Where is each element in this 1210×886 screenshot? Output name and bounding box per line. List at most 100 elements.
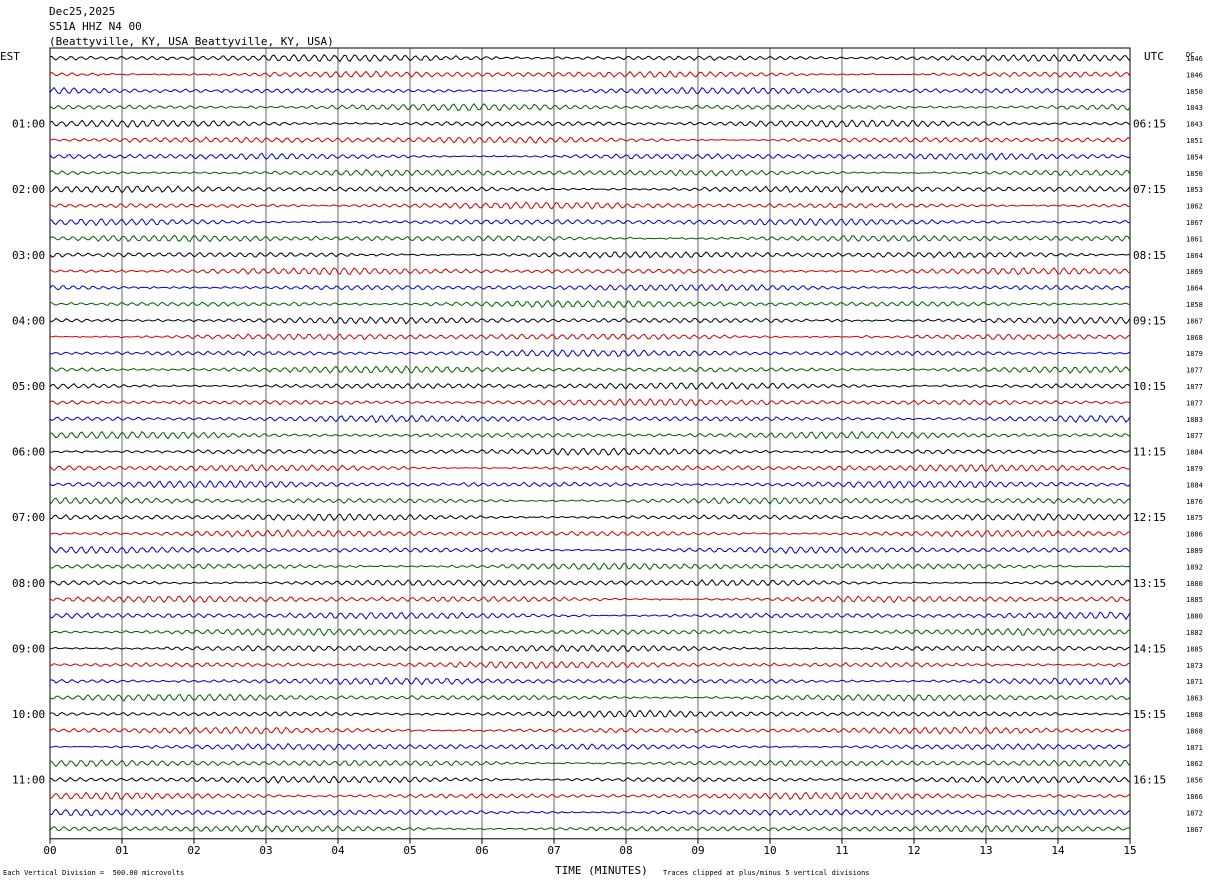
left-hour-label: 08:00 [12,577,45,590]
seismic-trace [49,611,1131,621]
seismic-trace [49,791,1131,801]
seismic-trace [49,283,1131,292]
left-hour-label: 02:00 [12,183,45,196]
dc-offset-label: 1885 [1186,645,1203,653]
seismic-trace [49,333,1131,341]
dc-offset-label: 1879 [1186,350,1203,358]
x-tick-label: 02 [187,844,200,857]
right-hour-label: 09:15 [1133,314,1166,327]
dc-offset-label: 1853 [1186,186,1203,194]
seismic-trace [49,251,1131,259]
dc-offset-label: 1850 [1186,88,1203,96]
seismic-trace [49,365,1131,374]
dc-offset-label: 1868 [1186,727,1203,735]
dc-offset-label: 1843 [1186,121,1203,129]
dc-offset-label: 1885 [1186,596,1203,604]
left-hour-label: 01:00 [12,118,45,131]
x-tick-label: 13 [979,844,992,857]
seismic-trace [49,512,1131,522]
dc-offset-label: 1882 [1186,629,1203,637]
dc-offset-label: 1867 [1186,317,1203,325]
seismic-trace [49,119,1131,128]
axis-labels: 00 01 02 03 04 05 06 07 08 09 10 11 12 13 14 15 1846 1846… [12,55,1203,857]
dc-offset-label: 1862 [1186,760,1203,768]
seismic-trace [49,463,1131,473]
dc-offset-label: 1868 [1186,334,1203,342]
seismic-trace [49,266,1131,276]
dc-offset-label: 1862 [1186,203,1203,211]
seismic-trace [49,53,1131,63]
seismic-trace [49,742,1131,751]
seismic-trace [49,349,1131,358]
seismic-trace [49,430,1131,440]
dc-offset-label: 1877 [1186,399,1203,407]
dc-offset-label: 1875 [1186,514,1203,522]
seismic-trace [49,103,1131,112]
seismic-trace [49,693,1131,702]
x-tick-label: 11 [835,844,848,857]
right-timezone-label: UTC [1144,50,1164,63]
seismic-trace [49,234,1131,243]
seismic-trace [49,529,1131,538]
x-tick-label: 12 [907,844,920,857]
right-hour-label: 16:15 [1133,774,1166,787]
dc-offset-label: 1872 [1186,809,1203,817]
seismic-trace [49,135,1131,144]
dc-offset-label: 1867 [1186,219,1203,227]
seismic-trace [49,381,1131,391]
dc-offset-label: 1873 [1186,662,1203,670]
dc-offset-label: 1856 [1186,777,1203,785]
seismic-trace [49,709,1131,719]
left-hour-label: 05:00 [12,380,45,393]
dc-offset-label: 1883 [1186,416,1203,424]
dc-offset-label: 1876 [1186,498,1203,506]
dc-offset-label: 1869 [1186,268,1203,276]
dc-offset-label: 1851 [1186,137,1203,145]
dc-offset-label: 1854 [1186,153,1203,161]
seismic-trace [49,70,1131,78]
left-hour-label: 07:00 [12,511,45,524]
x-tick-label: 09 [691,844,704,857]
clip-note: Traces clipped at plus/minus 5 vertical … [663,869,870,877]
dc-offset-label: 1871 [1186,678,1203,686]
dc-offset-label: 1884 [1186,481,1203,489]
seismic-trace [49,824,1131,834]
x-tick-label: 04 [331,844,345,857]
dc-offset-label: 1892 [1186,563,1203,571]
seismic-trace [49,217,1131,227]
station-location: (Beattyville, KY, USA Beattyville, KY, U… [49,35,334,48]
right-hour-label: 14:15 [1133,642,1166,655]
left-timezone-label: EST [0,50,20,63]
dc-offset-label: 1880 [1186,580,1203,588]
right-hour-label: 12:15 [1133,511,1166,524]
seismic-trace [49,168,1131,177]
x-tick-label: 01 [115,844,128,857]
seismic-trace [49,397,1131,407]
dc-offset-label: 1850 [1186,170,1203,178]
minute-gridlines [49,47,1131,844]
seismic-trace [49,627,1131,637]
seismic-trace [49,595,1131,604]
dc-offset-label: 1861 [1186,235,1203,243]
dc-column-label: DC [1186,51,1195,59]
left-hour-label: 10:00 [12,708,45,721]
x-tick-label: 05 [403,844,416,857]
x-tick-label: 07 [547,844,560,857]
right-hour-label: 13:15 [1133,577,1166,590]
seismic-trace [49,414,1131,424]
seismic-trace [49,808,1131,817]
right-hour-label: 10:15 [1133,380,1166,393]
seismic-trace [49,316,1131,325]
seismic-trace [49,299,1131,309]
dc-offset-label: 1863 [1186,695,1203,703]
seismic-trace [49,775,1131,784]
left-hour-label: 03:00 [12,249,45,262]
seismic-trace [49,726,1131,735]
left-hour-label: 06:00 [12,446,45,459]
dc-offset-label: 1877 [1186,432,1203,440]
seismic-trace [49,545,1131,555]
seismic-trace [49,562,1131,571]
dc-offset-label: 1858 [1186,301,1203,309]
seismic-traces [49,53,1131,834]
